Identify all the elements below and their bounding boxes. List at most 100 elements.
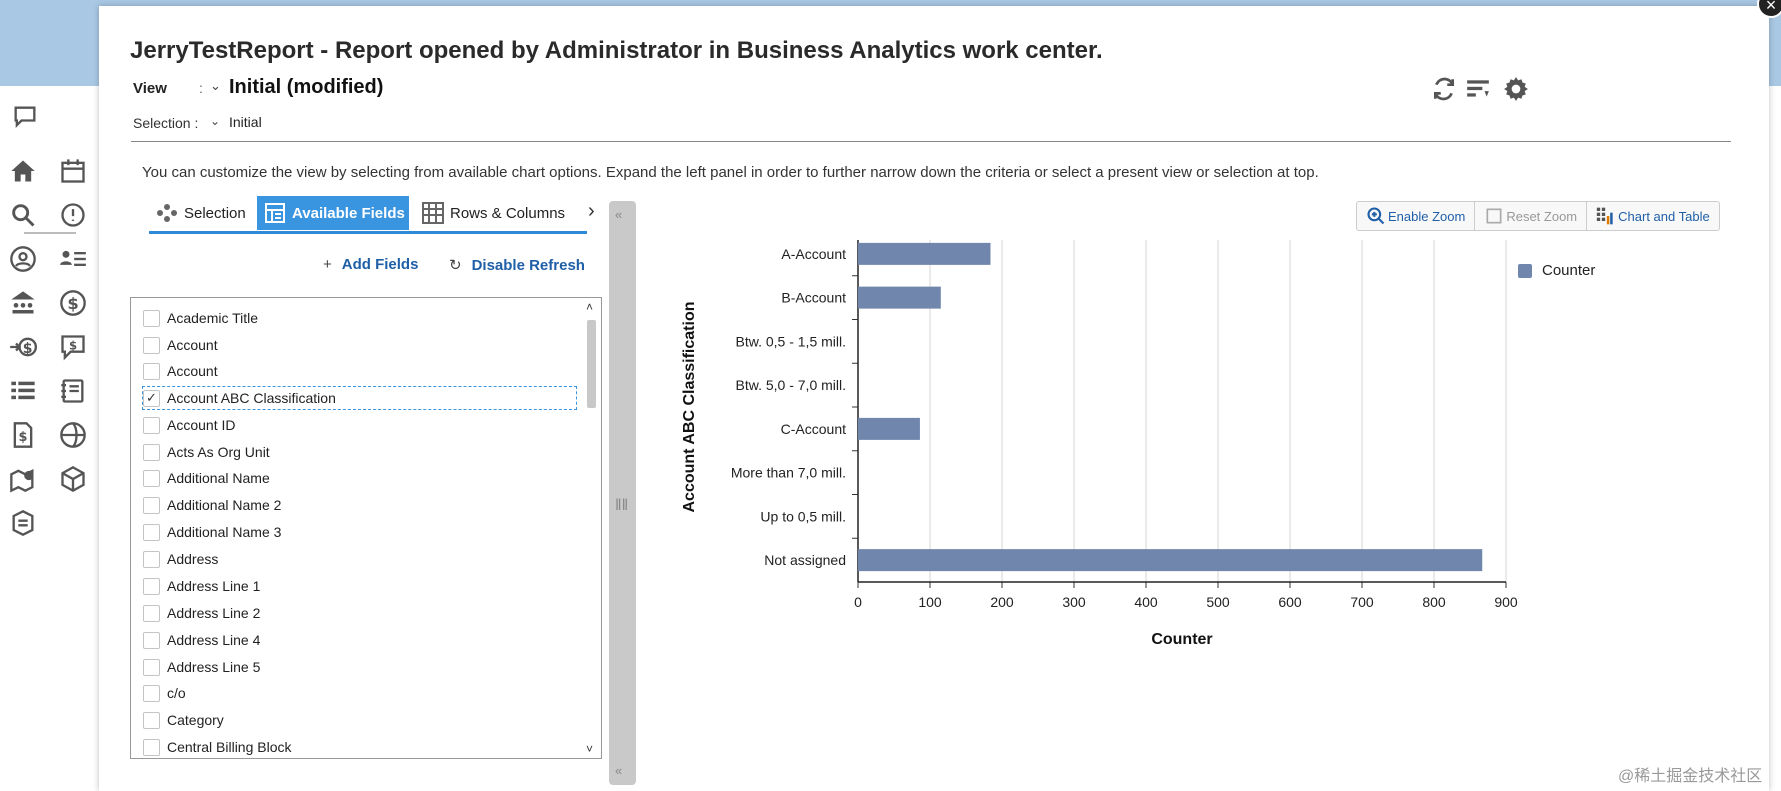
svg-text:$: $	[23, 341, 33, 357]
quote-icon[interactable]: $	[58, 332, 88, 362]
checkbox[interactable]	[143, 550, 160, 568]
category-label: Up to 0,5 mill.	[760, 508, 846, 524]
list-item[interactable]: Address Line 1	[143, 575, 260, 597]
documents-icon[interactable]	[8, 508, 38, 538]
chevron-down-icon[interactable]: ⌄	[210, 114, 221, 128]
tab-selection-label: Selection	[184, 204, 246, 222]
checkbox-checked[interactable]: ✓	[143, 389, 160, 407]
list-item[interactable]: Additional Name	[143, 467, 270, 489]
tab-selection[interactable]: Selection	[149, 196, 251, 230]
x-tick-label: 600	[1278, 594, 1302, 610]
checkbox[interactable]	[143, 684, 160, 702]
list-item[interactable]: ✓ Account ABC Classification	[142, 386, 577, 410]
checkbox[interactable]	[143, 738, 160, 756]
checkbox[interactable]	[143, 416, 160, 434]
chevron-right-icon[interactable]: ›	[588, 200, 595, 222]
reset-zoom-button[interactable]: Reset Zoom	[1475, 202, 1588, 230]
list-item[interactable]: Address	[143, 548, 218, 570]
list-item[interactable]: c/o	[143, 682, 186, 704]
product-box-icon[interactable]	[58, 464, 88, 494]
chart-and-table-button[interactable]: Chart and Table	[1587, 202, 1719, 230]
drag-handle-icon[interactable]: ‖‖	[615, 497, 629, 514]
list-item[interactable]: Account ID	[143, 414, 235, 436]
checkbox[interactable]	[143, 336, 160, 354]
x-tick-label: 800	[1422, 594, 1446, 610]
list-item[interactable]: Address Line 4	[143, 629, 260, 651]
checkbox[interactable]	[143, 309, 160, 327]
checkbox[interactable]	[143, 362, 160, 380]
list-item[interactable]: Acts As Org Unit	[143, 441, 270, 463]
organization-icon[interactable]	[8, 288, 38, 318]
payment-icon[interactable]: $	[8, 332, 38, 362]
add-fields-button[interactable]: + Add Fields	[323, 256, 418, 273]
revenue-icon[interactable]: $	[58, 288, 88, 318]
view-label: View	[133, 80, 167, 97]
tab-rows-columns[interactable]: Rows & Columns	[415, 196, 575, 230]
calendar-icon[interactable]	[58, 156, 88, 186]
alert-icon[interactable]	[58, 200, 88, 230]
add-fields-label: Add Fields	[341, 256, 419, 273]
selection-selector[interactable]: Initial	[229, 114, 262, 130]
list-item[interactable]: Account	[143, 334, 218, 356]
checkbox[interactable]	[143, 577, 160, 595]
checkbox[interactable]	[143, 496, 160, 514]
scroll-up-icon[interactable]: ˄	[586, 300, 594, 314]
tab-rows-columns-label: Rows & Columns	[450, 204, 566, 222]
scroll-down-icon[interactable]: ˅	[586, 742, 594, 756]
close-icon[interactable]: ×	[1757, 0, 1781, 18]
list-item[interactable]: Account	[143, 360, 218, 382]
refresh-small-icon: ↻	[449, 257, 462, 274]
user-icon[interactable]	[8, 244, 38, 274]
home-icon[interactable]	[8, 156, 38, 186]
collapse-left-icon[interactable]: «	[615, 763, 623, 778]
invoice-icon[interactable]: $	[8, 420, 38, 450]
sort-icon[interactable]	[1465, 76, 1491, 102]
refresh-icon[interactable]	[1431, 76, 1457, 102]
search-icon[interactable]	[8, 200, 38, 230]
map-pin-icon[interactable]	[8, 464, 38, 494]
checkbox[interactable]	[143, 469, 160, 487]
list-item[interactable]: Category	[143, 709, 224, 731]
bar	[858, 417, 920, 440]
globe-dollar-icon[interactable]	[58, 420, 88, 450]
x-tick-label: 200	[990, 594, 1014, 610]
list-icon[interactable]	[8, 376, 38, 406]
field-list: Academic Title Account Account ✓ Account …	[130, 297, 602, 759]
settings-gear-icon[interactable]	[1503, 76, 1529, 102]
list-item[interactable]: Address Line 5	[143, 656, 260, 678]
scroll-thumb[interactable]	[587, 320, 596, 408]
list-item[interactable]: Central Billing Block	[143, 736, 292, 758]
y-axis-title: Account ABC Classification	[681, 302, 698, 513]
checkbox[interactable]	[143, 631, 160, 649]
checkbox[interactable]	[143, 658, 160, 676]
view-selector[interactable]: Initial (modified)	[229, 76, 384, 98]
chevron-down-icon[interactable]: ⌄	[210, 78, 221, 93]
enable-zoom-button[interactable]: Enable Zoom	[1357, 202, 1476, 230]
checkbox[interactable]	[143, 604, 160, 622]
panel-splitter[interactable]: « ‖‖ «	[609, 201, 636, 785]
bar	[858, 549, 1483, 572]
chart-legend[interactable]: Counter	[1518, 262, 1595, 279]
zoom-in-icon	[1367, 207, 1385, 225]
category-label: Btw. 0,5 - 1,5 mill.	[736, 333, 846, 349]
list-item[interactable]: Academic Title	[143, 307, 258, 329]
notebook-icon[interactable]	[58, 376, 88, 406]
disable-refresh-button[interactable]: ↻ Disable Refresh	[449, 256, 585, 274]
list-item[interactable]: Additional Name 2	[143, 494, 281, 516]
category-label: Not assigned	[764, 552, 846, 568]
checkbox[interactable]	[143, 711, 160, 729]
x-tick-label: 900	[1494, 594, 1518, 610]
x-tick-label: 400	[1134, 594, 1158, 610]
fields-icon	[265, 203, 285, 223]
chat-icon[interactable]	[10, 102, 40, 132]
collapse-left-icon[interactable]: «	[615, 207, 623, 222]
tab-available-fields[interactable]: Available Fields	[257, 196, 409, 230]
list-item[interactable]: Additional Name 3	[143, 521, 281, 543]
list-scrollbar[interactable]: ˄ ˅	[583, 298, 601, 758]
page-title: JerryTestReport - Report opened by Admin…	[130, 37, 1103, 64]
selection-label: Selection :	[133, 115, 199, 131]
contact-list-icon[interactable]	[58, 244, 88, 274]
checkbox[interactable]	[143, 523, 160, 541]
list-item[interactable]: Address Line 2	[143, 602, 260, 624]
checkbox[interactable]	[143, 443, 160, 461]
